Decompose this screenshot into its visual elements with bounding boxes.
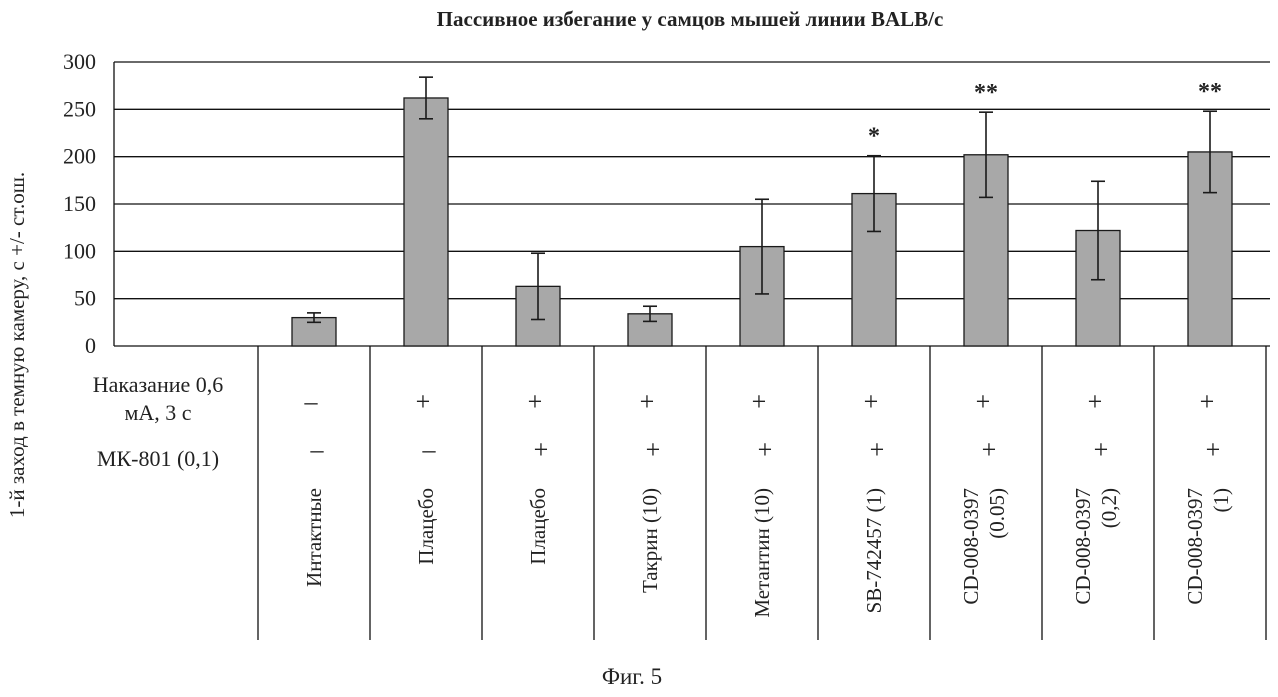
significance-mark: * (868, 124, 880, 150)
treatment-table: Наказание 0,6 мА, 3 с МК-801 (0,1) – – Инт… (93, 346, 1266, 640)
punishment-sign: + (864, 387, 879, 416)
category-label: Такрин (10) (638, 488, 662, 593)
y-axis-label: 1-й заход в темную камеру, с +/- ст.ош. (5, 172, 29, 518)
row-label-punishment-line2: мА, 3 с (124, 400, 191, 425)
row-label-mk801: МК-801 (0,1) (97, 446, 219, 471)
figure-caption: Фиг. 5 (602, 664, 662, 689)
category-label: Плацебо (414, 488, 438, 565)
category-label-sub: (1) (1209, 488, 1233, 513)
y-tick-label: 150 (63, 191, 96, 216)
punishment-sign: + (528, 387, 543, 416)
significance-mark: ** (1198, 79, 1222, 105)
category-label: CD-008-0397 (1071, 488, 1095, 605)
y-tick-label: 250 (63, 96, 96, 121)
punishment-sign: + (976, 387, 991, 416)
punishment-sign: + (1200, 387, 1215, 416)
bars: ***** (292, 77, 1232, 346)
mk801-sign: – (422, 435, 437, 464)
mk801-sign: + (1094, 435, 1109, 464)
punishment-sign: + (1088, 387, 1103, 416)
mk801-sign: – (310, 435, 325, 464)
bar (404, 98, 448, 346)
punishment-sign: + (752, 387, 767, 416)
row-label-punishment-line1: Наказание 0,6 (93, 372, 224, 397)
category-label: CD-008-0397 (1183, 488, 1207, 605)
y-tick-label: 0 (85, 333, 96, 358)
punishment-sign: – (304, 387, 319, 416)
chart-title: Пассивное избегание у самцов мышей линии… (437, 7, 944, 31)
y-tick-label: 50 (74, 286, 96, 311)
mk801-sign: + (982, 435, 997, 464)
category-label: Плацебо (526, 488, 550, 565)
category-label: SB-742457 (1) (862, 488, 886, 613)
significance-mark: ** (974, 80, 998, 106)
category-label-sub: (0,2) (1097, 488, 1121, 528)
mk801-sign: + (1206, 435, 1221, 464)
category-label-sub: (0.05) (985, 488, 1009, 539)
mk801-sign: + (870, 435, 885, 464)
punishment-sign: + (640, 387, 655, 416)
mk801-sign: + (646, 435, 661, 464)
punishment-sign: + (416, 387, 431, 416)
mk801-sign: + (534, 435, 549, 464)
y-tick-label: 300 (63, 49, 96, 74)
y-tick-labels: 300 250 200 150 100 50 0 (63, 49, 96, 358)
category-label: Интактные (302, 488, 326, 587)
y-tick-label: 200 (63, 144, 96, 169)
category-label: CD-008-0397 (959, 488, 983, 605)
mk801-sign: + (758, 435, 773, 464)
y-tick-label: 100 (63, 238, 96, 263)
category-label: Метантин (10) (750, 488, 774, 618)
